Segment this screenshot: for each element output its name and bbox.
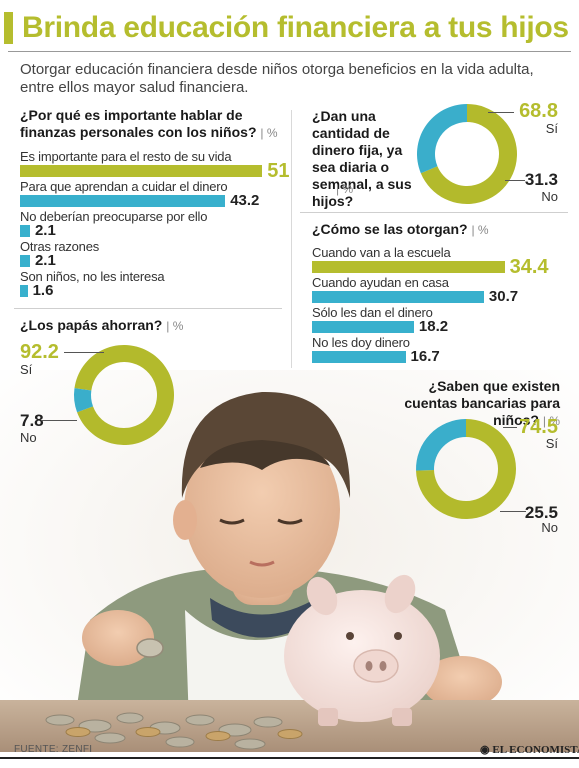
q5-value-1: 25.5 (524, 503, 558, 522)
q4-bar-2 (312, 321, 414, 333)
column-divider (291, 110, 292, 368)
q3-rule (300, 212, 568, 213)
q4-title-text: ¿Cómo se las otorgan? (312, 221, 468, 237)
q1-bar-1 (20, 195, 226, 207)
q1-value-0: 51 (267, 160, 290, 182)
q5-slice-0 (416, 419, 516, 519)
q2-value-0: 92.2 (20, 341, 59, 363)
q5-category-0: Sí (545, 436, 558, 451)
q4-label-1: Cuando ayudan en casa (312, 275, 449, 290)
brand-name: EL ECONOMISTA (492, 744, 579, 756)
q1-bar-2 (20, 225, 30, 237)
page-subtitle: Otorgar educación financiera desde niños… (20, 61, 534, 96)
page-title: Brinda educación financiera a tus hijos (22, 11, 569, 44)
q1-label-1: Para que aprendan a cuidar el dinero (20, 179, 228, 194)
q1-unit: | % (260, 126, 278, 140)
q5-title: ¿Saben que existen cuentas bancarias par… (400, 378, 560, 430)
q5-donut (416, 419, 516, 519)
q5-leader-0 (503, 427, 517, 428)
q4-value-3: 16.7 (410, 348, 440, 365)
q2-slice-0 (74, 345, 174, 445)
q2-category-1: No (20, 430, 37, 445)
q5-category-1: No (541, 520, 558, 535)
q5-leader-1 (500, 511, 526, 512)
q1-value-1: 43.2 (230, 192, 260, 209)
q1-title: ¿Por qué es importante hablar de finanza… (20, 107, 280, 142)
q4-unit: | % (471, 223, 489, 237)
q2-leader-0 (64, 352, 104, 353)
q1-bar-3 (20, 255, 30, 267)
source-note: FUENTE: ZENFI (14, 744, 93, 755)
q1-label-3: Otras razones (20, 239, 100, 254)
q4-value-2: 18.2 (418, 318, 449, 335)
q5-unit: | % (542, 414, 560, 428)
q2-title-text: ¿Los papás ahorran? (20, 317, 163, 333)
q3-title: ¿Dan una cantidad de dinero fija, ya sea… (312, 108, 412, 209)
title-accent-bar (4, 12, 13, 44)
q1-label-2: No deberían preocuparse por ello (20, 209, 208, 224)
q2-donut (74, 345, 174, 445)
brand-emblem-icon: ◉ (480, 744, 490, 756)
q3-leader-1 (505, 180, 525, 181)
q2-value-1: 7.8 (20, 411, 44, 430)
q3-value-0: 68.8 (519, 100, 558, 122)
q3-slice-1 (417, 104, 467, 174)
q1-rule (14, 308, 282, 309)
q4-bar-0 (312, 261, 505, 273)
q5-title-text: ¿Saben que existen cuentas bancarias par… (404, 378, 560, 428)
q2-unit: | % (166, 319, 184, 333)
q2-title: ¿Los papás ahorran? | % (20, 317, 280, 335)
q1-label-4: Son niños, no les interesa (20, 269, 165, 284)
q3-unit-text: % (342, 182, 354, 196)
q3-unit: | % (336, 182, 354, 196)
q2-category-0: Sí (20, 362, 33, 377)
q1-bar-4 (20, 285, 28, 297)
q2-unit-text: % (172, 319, 184, 333)
q4-label-2: Sólo les dan el dinero (312, 305, 433, 320)
q1-bar-0 (20, 165, 263, 177)
q3-category-1: No (541, 189, 558, 204)
q5-slice-1 (416, 419, 466, 471)
q4-label-0: Cuando van a la escuela (312, 245, 451, 260)
q1-title-text: ¿Por qué es importante hablar de finanza… (20, 107, 257, 140)
q3-donut (417, 104, 517, 204)
q2-leader-1 (42, 420, 77, 421)
q1-unit-text: % (266, 126, 278, 140)
title-divider (8, 51, 571, 52)
bottom-rule (0, 757, 579, 759)
q4-bar-3 (312, 351, 406, 363)
q4-value-1: 30.7 (488, 288, 519, 305)
q5-value-0: 74.5 (519, 416, 558, 438)
q4-title: ¿Cómo se las otorgan? | % (312, 221, 552, 239)
q5-unit-text: % (549, 414, 560, 428)
q4-value-0: 34.4 (509, 256, 549, 278)
q4-bar-1 (312, 291, 484, 303)
brand-logo: ◉ EL ECONOMISTA (480, 743, 579, 756)
q1-value-2: 2.1 (34, 222, 56, 239)
q2-slice-1 (74, 388, 94, 413)
q4-unit-text: % (477, 223, 489, 237)
q1-label-0: Es importante para el resto de su vida (20, 149, 232, 164)
q3-slice-0 (420, 104, 517, 204)
q3-category-0: Sí (545, 121, 558, 136)
q4-label-3: No les doy dinero (312, 335, 410, 350)
q3-leader-0 (488, 112, 514, 113)
q1-value-4: 1.6 (32, 282, 54, 299)
q1-value-3: 2.1 (34, 252, 56, 269)
q3-value-1: 31.3 (524, 170, 558, 189)
